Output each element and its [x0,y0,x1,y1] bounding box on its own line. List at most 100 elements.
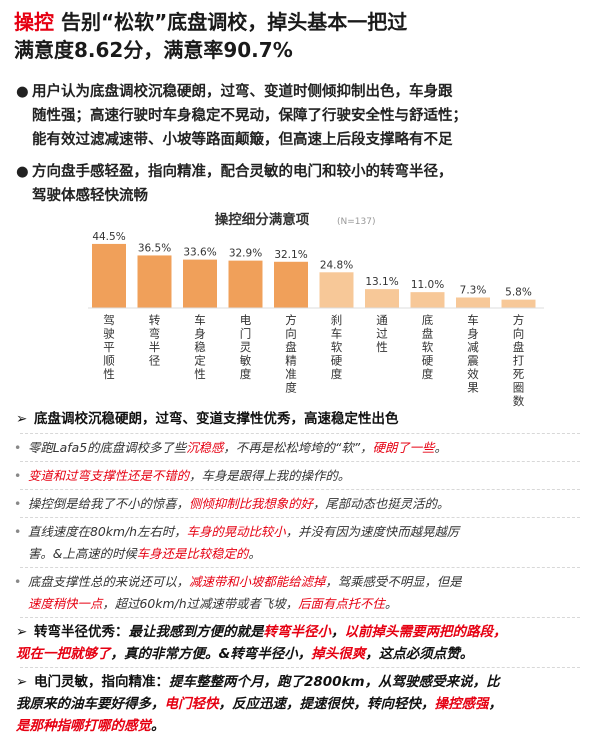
bullet-dot-icon: ● [16,84,29,100]
category-label: 果 [467,381,479,395]
category-label: 向 [513,327,525,341]
bullet-line: 能有效过滤减速带、小坡等路面颠簸，但高速上后段支撑略有不足 [32,132,453,148]
category-label: 径 [149,354,161,368]
comment-item: • 零跑Lafa5的底盘调校多了些沉稳感，不再是松松垮垮的“软”，硬朗了一些。 [14,437,584,459]
category-label: 硬 [331,354,343,368]
arrow-bullet-icon: ➢ [16,624,28,640]
category-label: 电 [240,313,252,327]
bullet-dot-icon: ● [16,164,29,180]
user-comments: ➢ 底盘调校沉稳硬朗，过弯、变道支撑性优秀，高速稳定性出色 • 零跑Lafa5的底盘… [0,405,594,734]
category-label: 方 [513,313,525,327]
category-label: 过 [376,327,388,341]
category-label: 减 [467,340,479,354]
category-label: 死 [513,367,525,381]
bar-value-label: 5.8% [505,287,532,299]
category-label: 软 [331,340,343,354]
bullet-line: 方向盘手感轻盈，指向精准，配合灵敏的电门和较小的转弯半径， [32,164,453,180]
summary-bullet: ● 用户认为底盘调校沉稳硬朗，过弯、变道时侧倾抑制出色，车身跟 随性强；高速行驶… [16,80,584,152]
category-label: 震 [467,354,479,368]
comment-section-heading: ➢ 电门灵敏，指向精准：提车整整两个月，跑了2800km，从驾驶感受来说，比 我原来… [16,671,572,737]
category-label: 车 [467,313,479,327]
bar-value-label: 7.3% [460,284,487,296]
category-label: 灵 [240,340,252,354]
satisfaction-summary: 满意度8.62分，满意率90.7% [14,38,293,62]
dot-bullet-icon: • [14,496,22,511]
category-label: 性 [194,367,206,381]
page-header: 操控 告别“松软”底盘调校，掉头基本一把过 满意度8.62分，满意率90.7% [14,8,584,64]
chart-title: 操控细分满意项 [215,211,310,228]
dot-bullet-icon: • [14,440,22,455]
category-label: 度 [331,367,343,381]
category-label: 性 [376,340,388,354]
category-label: 度 [240,367,252,381]
chart-bar [92,243,126,308]
bullet-line: 驾驶体感轻快流畅 [32,188,148,204]
comment-item: • 变道和过弯支撑性还是不错的，车身是跟得上我的操作的。 [14,465,584,487]
category-label: 车 [194,313,206,327]
comment-section-heading: ➢ 转弯半径优秀：最让我感到方便的就是转弯半径小，以前掉头需要两把的路段， 现在一把… [16,621,572,665]
category-label: 稳 [194,340,206,354]
dot-bullet-icon: • [14,468,22,483]
bar-value-label: 24.8% [320,259,353,271]
category-label: 驶 [103,327,115,341]
category-label: 度 [422,367,434,381]
category-label: 平 [103,340,115,354]
category-label: 软 [422,340,434,354]
chart-subtitle: (N=137) [337,217,375,227]
category-label: 方 [285,313,297,327]
title-text: 告别“松软”底盘调校，掉头基本一把过 [54,10,408,34]
chart-bar [183,259,217,308]
category-label: 圈 [513,381,525,395]
category-label: 转 [149,313,161,327]
category-label: 半 [149,340,161,354]
chart-bar [228,260,263,308]
category-label: 驾 [103,313,115,327]
category-label: 通 [376,313,388,327]
bar-value-label: 11.0% [411,279,444,291]
chart-bar [319,272,354,308]
category-label: 盘 [422,327,434,341]
comment-item: • 底盘支撑性总的来说还可以，减速带和小坡都能给滤掉，驾乘感受不明显，但是 速度稍快… [14,571,584,615]
page-title: 操控 告别“松软”底盘调校，掉头基本一把过 [14,8,584,36]
comment-section-heading: ➢ 底盘调校沉稳硬朗，过弯、变道支撑性优秀，高速稳定性出色 [16,408,572,430]
category-label: 身 [467,327,479,341]
bar-value-label: 44.5% [92,231,125,243]
category-label: 身 [194,327,206,341]
chart-bar [365,289,399,308]
dot-bullet-icon: • [14,524,22,539]
category-label: 门 [240,327,252,341]
category-label: 精 [285,354,297,368]
category-label: 弯 [149,327,161,341]
category-label: 刹 [331,313,343,327]
satisfaction-bar-chart: 操控细分满意项 (N=137) 44.5%驾驶平顺性36.5%转弯半径33.6%… [88,211,544,408]
category-label: 度 [285,381,297,395]
category-label: 底 [422,313,434,327]
bullet-line: 随性强；高速行驶时车身稳定不晃动，保障了行驶安全性与舒适性； [32,108,467,124]
category-label: 准 [285,367,297,381]
bar-value-label: 13.1% [365,276,398,288]
category-label: 数 [513,394,525,408]
arrow-bullet-icon: ➢ [16,411,28,427]
comment-item: • 直线速度在80km/h左右时，车身的晃动比较小，并没有因为速度快而越晃越厉 害。… [14,521,584,565]
category-label: 效 [467,367,479,381]
category-label: 向 [285,327,297,341]
bar-value-label: 32.1% [274,249,307,261]
category-label: 盘 [513,340,525,354]
chart-bar [137,255,172,308]
comment-item: • 操控倒是给我了不小的惊喜，侧倾抑制比我想象的好，尾部动态也挺灵活的。 [14,493,584,515]
bar-value-label: 32.9% [229,248,262,260]
category-label: 性 [103,367,115,381]
chart-bar [410,292,445,308]
category-label: 敏 [240,354,252,368]
bar-value-label: 36.5% [138,242,171,254]
summary-bullet: ● 方向盘手感轻盈，指向精准，配合灵敏的电门和较小的转弯半径， 驾驶体感轻快流畅 [16,160,584,208]
title-highlight: 操控 [14,10,54,34]
category-label: 顺 [103,354,115,368]
dot-bullet-icon: • [14,574,22,589]
chart-bar [274,261,308,308]
bullet-line: 用户认为底盘调校沉稳硬朗，过弯、变道时侧倾抑制出色，车身跟 [32,84,453,100]
category-label: 定 [194,354,206,368]
chart-bar [501,299,536,308]
category-label: 盘 [285,340,297,354]
arrow-bullet-icon: ➢ [16,674,28,690]
